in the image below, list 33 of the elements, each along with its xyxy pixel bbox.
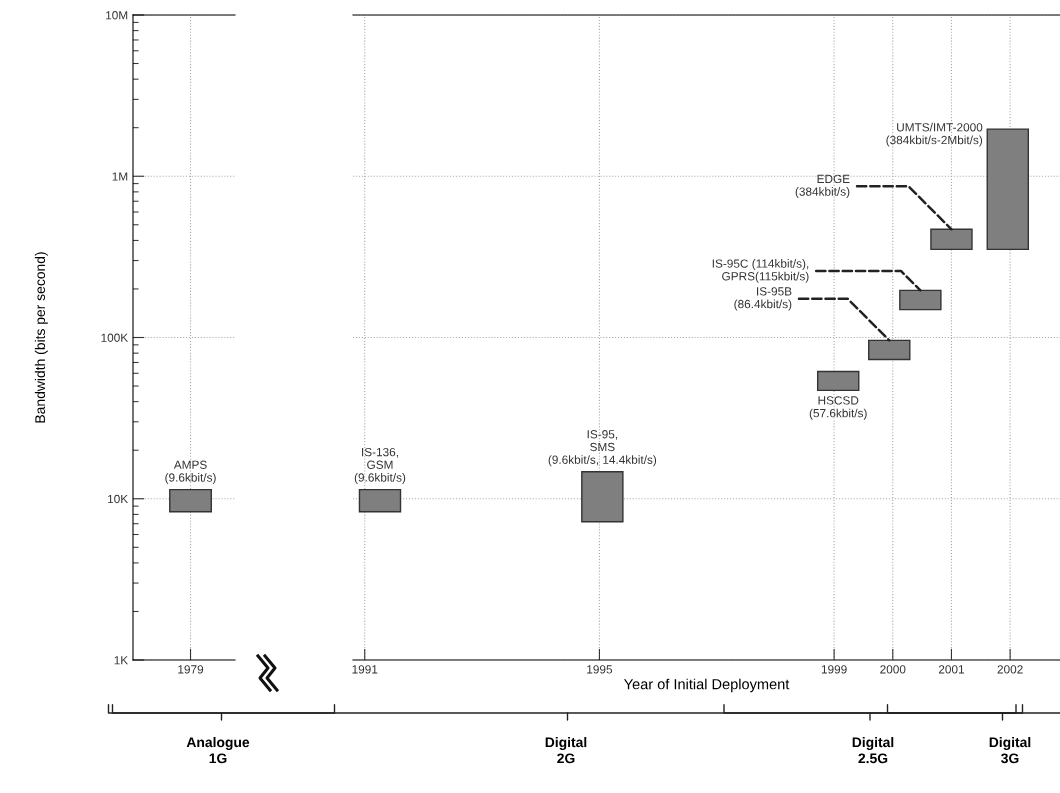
annotation: IS-95C (114kbit/s), GPRS(115kbit/s): [712, 259, 809, 283]
bar: [581, 471, 624, 523]
y-tick-label: 10M: [106, 11, 128, 20]
text: Digital 2.5G: [852, 737, 894, 764]
x-tick-label: 1979: [178, 665, 204, 674]
annotation: HSCSD (57.6kbit/s): [809, 396, 867, 420]
y-tick-label: 100K: [101, 333, 129, 342]
bar: [358, 488, 402, 513]
x-tick-label: 2002: [997, 665, 1023, 674]
x-tick-label: 1995: [587, 665, 613, 674]
x-tick-label: 1999: [821, 665, 847, 674]
x-tick-label: 2000: [880, 665, 906, 674]
bar: [816, 370, 860, 392]
y-tick-label: 1K: [114, 656, 129, 665]
text: Analogue 1G: [186, 737, 250, 764]
bar: [868, 339, 911, 361]
bar: [930, 228, 973, 251]
annotation: UMTS/IMT-2000 (384kbit/s-2Mbit/s): [886, 122, 983, 147]
y-axis-title: Bandwidth (bits per second): [34, 252, 48, 423]
annotation: EDGE (384kbit/s): [795, 174, 850, 199]
x-tick-label: 2001: [938, 665, 965, 674]
x-tick-label: 1991: [352, 665, 378, 674]
text: Digital 2G: [545, 737, 587, 764]
text: Digital 3G: [989, 737, 1031, 764]
y-tick-label: 1M: [112, 172, 128, 181]
annotation: AMPS (9.6kbit/s): [165, 460, 216, 485]
y-tick-label: 10K: [108, 494, 129, 504]
bar: [986, 128, 1030, 251]
annotation: IS-136, GSM (9.6kbit/s): [354, 447, 406, 485]
annotation: IS-95B (86.4kbit/s): [734, 287, 792, 311]
bar: [899, 289, 942, 311]
annotation: IS-95, SMS (9.6kbit/s, 14.4kbit/s): [548, 430, 657, 467]
x-axis-title: Year of Initial Deployment: [624, 678, 790, 693]
